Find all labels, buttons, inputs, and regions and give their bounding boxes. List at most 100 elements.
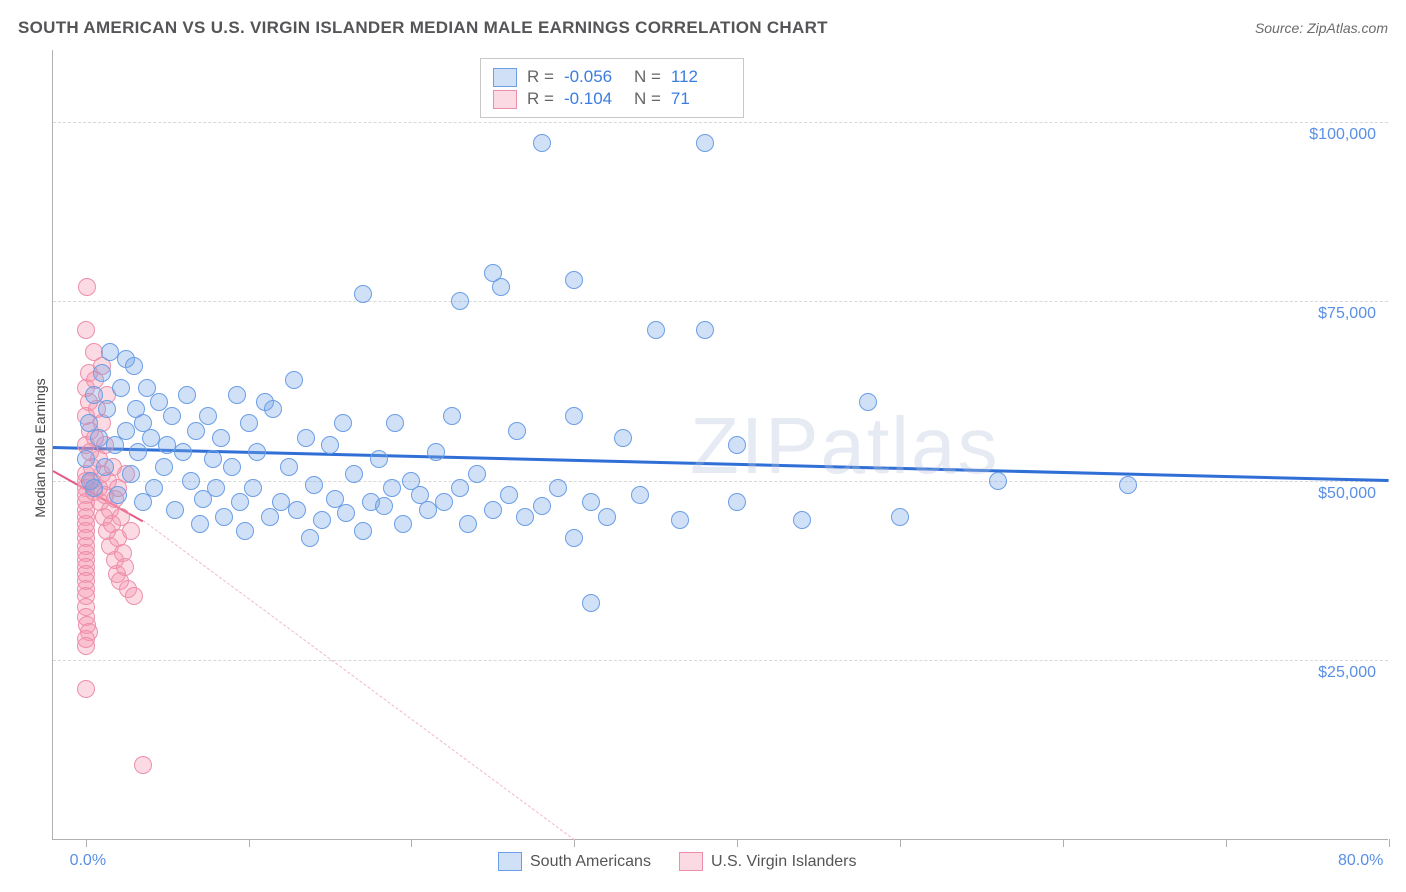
data-point-blue (305, 476, 323, 494)
swatch-pink (493, 90, 517, 109)
data-point-blue (264, 400, 282, 418)
ytick-label: $50,000 (1318, 485, 1376, 503)
data-point-blue (565, 407, 583, 425)
data-point-blue (142, 429, 160, 447)
data-point-blue (354, 285, 372, 303)
data-point-blue (204, 450, 222, 468)
data-point-blue (383, 479, 401, 497)
data-point-blue (435, 493, 453, 511)
data-point-blue (533, 134, 551, 152)
data-point-blue (631, 486, 649, 504)
data-point-blue (468, 465, 486, 483)
data-point-blue (451, 479, 469, 497)
data-point-blue (728, 436, 746, 454)
data-point-blue (207, 479, 225, 497)
y-axis-label: Median Male Earnings (32, 368, 48, 528)
data-point-blue (215, 508, 233, 526)
data-point-blue (647, 321, 665, 339)
data-point-blue (549, 479, 567, 497)
data-point-blue (598, 508, 616, 526)
legend-bottom: South Americans U.S. Virgin Islanders (498, 852, 857, 871)
data-point-blue (163, 407, 181, 425)
data-point-blue (109, 486, 127, 504)
data-point-blue (345, 465, 363, 483)
data-point-blue (101, 343, 119, 361)
data-point-blue (93, 364, 111, 382)
stat-n-label: N = (634, 67, 661, 87)
data-point-blue (614, 429, 632, 447)
legend-swatch-blue (498, 852, 522, 871)
data-point-blue (285, 371, 303, 389)
data-point-blue (112, 379, 130, 397)
legend-label-blue: South Americans (530, 853, 651, 871)
data-point-blue (696, 321, 714, 339)
data-point-blue (427, 443, 445, 461)
data-point-blue (375, 497, 393, 515)
gridline (53, 301, 1388, 302)
data-point-blue (582, 594, 600, 612)
stat-n-blue: 112 (671, 67, 731, 87)
stat-n-pink: 71 (671, 89, 711, 109)
data-point-blue (261, 508, 279, 526)
data-point-blue (182, 472, 200, 490)
gridline (53, 122, 1388, 123)
data-point-blue (77, 450, 95, 468)
xtick (1063, 839, 1064, 847)
data-point-blue (891, 508, 909, 526)
data-point-blue (280, 458, 298, 476)
data-point-pink (78, 278, 96, 296)
source-label: Source: ZipAtlas.com (1255, 20, 1388, 36)
data-point-blue (451, 292, 469, 310)
data-point-blue (178, 386, 196, 404)
data-point-blue (297, 429, 315, 447)
stat-r-label: R = (527, 67, 554, 87)
data-point-blue (134, 493, 152, 511)
data-point-blue (859, 393, 877, 411)
xtick (737, 839, 738, 847)
ytick-label: $25,000 (1318, 664, 1376, 682)
trend-line (142, 521, 574, 841)
stat-r-pink: -0.104 (564, 89, 624, 109)
data-point-pink (134, 756, 152, 774)
data-point-blue (500, 486, 518, 504)
data-point-blue (228, 386, 246, 404)
data-point-blue (370, 450, 388, 468)
data-point-blue (187, 422, 205, 440)
data-point-blue (321, 436, 339, 454)
data-point-blue (288, 501, 306, 519)
data-point-blue (508, 422, 526, 440)
data-point-blue (223, 458, 241, 476)
data-point-pink (77, 637, 95, 655)
xtick (86, 839, 87, 847)
data-point-blue (334, 414, 352, 432)
data-point-blue (174, 443, 192, 461)
data-point-blue (85, 386, 103, 404)
stats-row-blue: R = -0.056 N = 112 (493, 67, 731, 87)
data-point-blue (122, 465, 140, 483)
data-point-blue (248, 443, 266, 461)
data-point-blue (419, 501, 437, 519)
legend-item-pink: U.S. Virgin Islanders (679, 852, 857, 871)
data-point-blue (244, 479, 262, 497)
data-point-blue (98, 400, 116, 418)
gridline (53, 660, 1388, 661)
data-point-blue (85, 479, 103, 497)
data-point-blue (989, 472, 1007, 490)
xtick (1389, 839, 1390, 847)
data-point-pink (125, 587, 143, 605)
data-point-blue (313, 511, 331, 529)
data-point-blue (459, 515, 477, 533)
xaxis-min-label: 0.0% (70, 852, 106, 870)
data-point-blue (582, 493, 600, 511)
data-point-blue (516, 508, 534, 526)
data-point-blue (155, 458, 173, 476)
data-point-blue (337, 504, 355, 522)
data-point-blue (565, 529, 583, 547)
data-point-blue (696, 134, 714, 152)
data-point-blue (129, 443, 147, 461)
stat-r-label2: R = (527, 89, 554, 109)
stat-n-label2: N = (634, 89, 661, 109)
data-point-blue (199, 407, 217, 425)
data-point-blue (386, 414, 404, 432)
data-point-blue (484, 501, 502, 519)
